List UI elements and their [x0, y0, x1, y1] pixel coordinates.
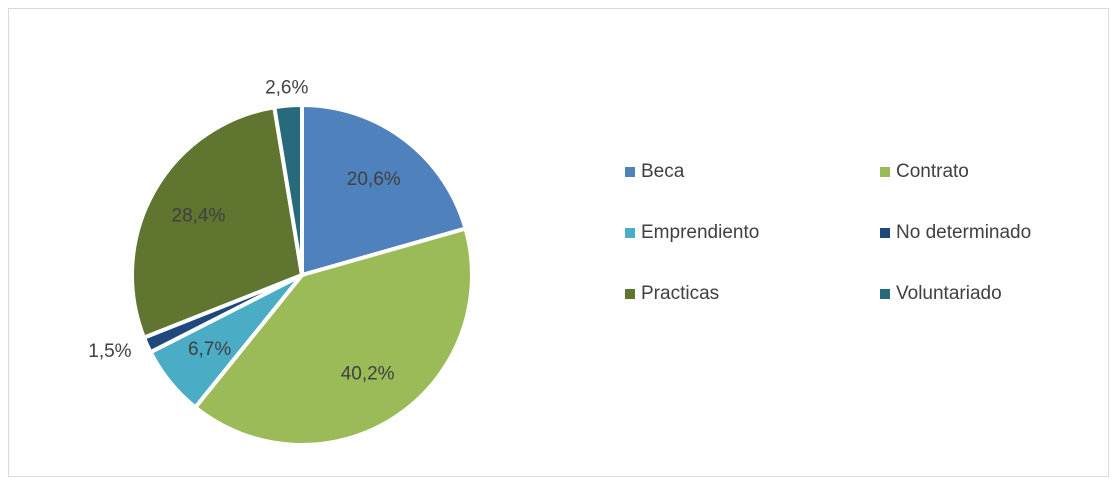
data-label: 6,7%	[188, 339, 231, 360]
legend-label: Emprendiento	[641, 222, 759, 243]
data-label: 28,4%	[172, 205, 226, 226]
pie-slice	[130, 105, 304, 340]
legend-label: Voluntariado	[896, 283, 1002, 304]
legend-swatch	[625, 228, 635, 238]
data-label: 1,5%	[88, 341, 131, 362]
pie-slice	[300, 103, 468, 277]
legend-label: No determinado	[896, 222, 1031, 243]
legend-swatch	[880, 228, 890, 238]
pie-slice	[193, 226, 474, 447]
legend-label: Practicas	[641, 283, 719, 304]
pie-slice	[272, 103, 304, 277]
data-label: 40,2%	[341, 363, 395, 384]
data-label: 2,6%	[265, 78, 308, 99]
legend-label: Beca	[641, 161, 685, 182]
legend-swatch	[625, 167, 635, 177]
legend-swatch	[625, 289, 635, 299]
legend-label: Contrato	[896, 161, 969, 182]
data-label: 20,6%	[347, 169, 401, 190]
legend-swatch	[880, 289, 890, 299]
legend-swatch	[880, 167, 890, 177]
